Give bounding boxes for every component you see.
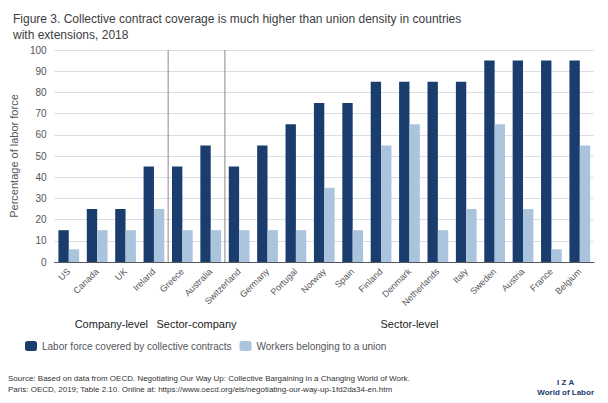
svg-text:I Z A: I Z A	[557, 378, 574, 387]
svg-text:Finland: Finland	[357, 266, 385, 294]
svg-text:Belgium: Belgium	[553, 266, 583, 296]
svg-text:Percentage of labor force: Percentage of labor force	[8, 94, 20, 218]
svg-text:Labor force covered by collect: Labor force covered by collective contra…	[42, 341, 232, 352]
svg-text:Company-level: Company-level	[75, 318, 148, 330]
svg-text:US: US	[56, 266, 72, 282]
svg-text:40: 40	[35, 172, 47, 183]
svg-text:Workers belonging to a union: Workers belonging to a union	[257, 341, 387, 352]
svg-text:Sweden: Sweden	[468, 266, 498, 296]
svg-text:Austria: Austria	[500, 266, 527, 293]
svg-text:Greece: Greece	[158, 266, 186, 294]
svg-text:Norway: Norway	[299, 266, 328, 295]
svg-text:60: 60	[35, 129, 47, 140]
svg-text:Switzerland: Switzerland	[203, 266, 243, 306]
svg-text:with extensions, 2018: with extensions, 2018	[12, 28, 129, 42]
svg-text:Germany: Germany	[238, 266, 272, 300]
svg-text:Australia: Australia	[182, 266, 215, 299]
svg-text:Denmark: Denmark	[380, 266, 413, 300]
svg-text:80: 80	[35, 87, 47, 98]
svg-text:Netherlands: Netherlands	[400, 266, 442, 308]
svg-text:0: 0	[41, 257, 47, 268]
svg-text:100: 100	[30, 45, 47, 56]
svg-text:Canada: Canada	[71, 266, 100, 295]
svg-text:World of Labor: World of Labor	[537, 388, 594, 397]
svg-text:Figure 3. Collective contract: Figure 3. Collective contract coverage i…	[13, 12, 461, 26]
svg-text:Paris: OECD, 2019; Table 2.10.: Paris: OECD, 2019; Table 2.10. Online at…	[8, 385, 392, 394]
svg-text:UK: UK	[113, 266, 129, 282]
svg-text:Source: Based on data from OEC: Source: Based on data from OECD. Negotia…	[8, 374, 410, 383]
svg-text:10: 10	[35, 235, 47, 246]
svg-text:70: 70	[35, 108, 47, 119]
svg-text:Spain: Spain	[333, 266, 356, 289]
svg-text:Portugal: Portugal	[269, 266, 300, 297]
svg-text:20: 20	[35, 214, 47, 225]
svg-text:Italy: Italy	[451, 266, 470, 285]
svg-text:30: 30	[35, 193, 47, 204]
svg-text:France: France	[528, 266, 555, 293]
svg-text:90: 90	[35, 66, 47, 77]
svg-text:Sector-company: Sector-company	[156, 318, 237, 330]
svg-text:Ireland: Ireland	[131, 266, 158, 293]
svg-text:50: 50	[35, 151, 47, 162]
svg-text:Sector-level: Sector-level	[380, 318, 438, 330]
